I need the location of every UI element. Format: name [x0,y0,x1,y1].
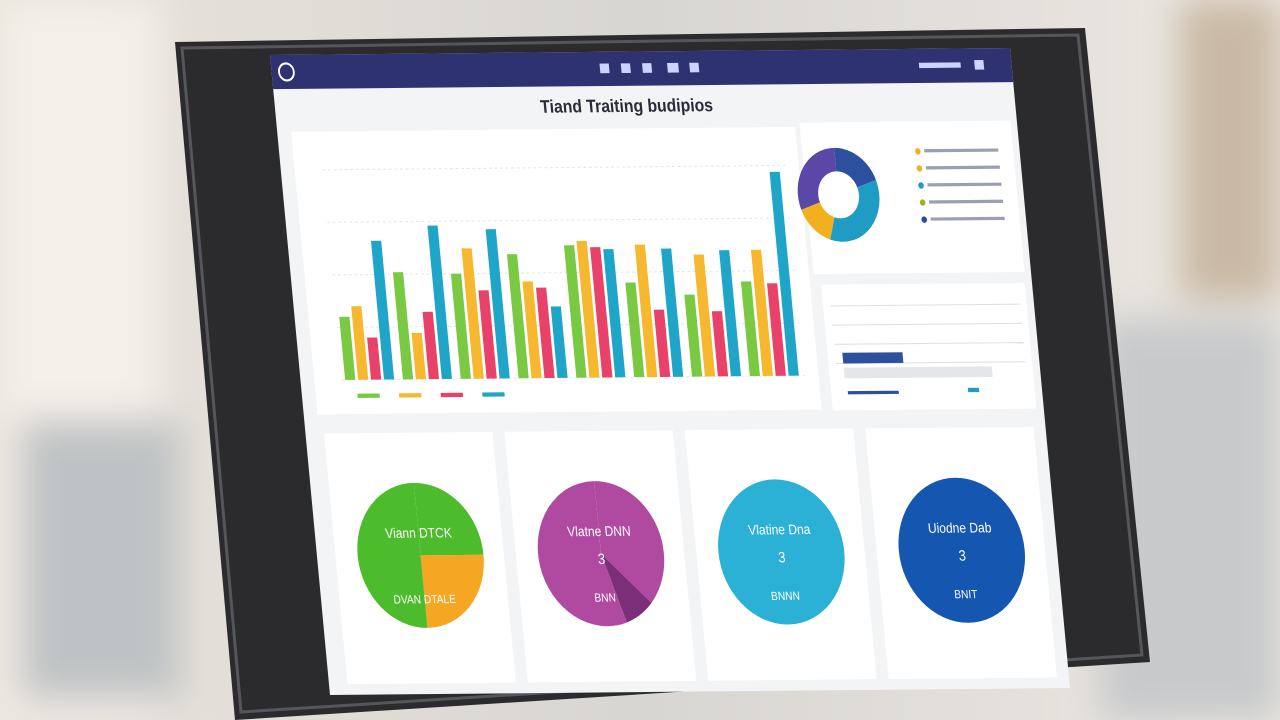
bar [485,229,510,379]
table-highlight [842,352,904,364]
table-panel [821,282,1037,411]
bar [535,287,555,379]
table-progress [967,387,980,393]
card-title: Viann DTCK [384,525,452,542]
pie-slice [357,482,428,628]
card-footer: DVAN DTALE [393,593,457,606]
donut-panel [799,120,1025,275]
header-bar [270,47,1014,90]
bar [427,225,452,380]
bar [590,247,613,378]
bar [661,248,684,377]
pie-slice [801,202,835,240]
pie-slice [594,481,665,603]
bar [769,171,799,376]
pie-slice [830,179,880,242]
legend-swatch [482,392,505,397]
card-title: Vlatne DNN [566,523,631,540]
bar [563,245,587,378]
nav-icon[interactable] [974,59,985,70]
bar [478,290,497,379]
bar [693,254,716,377]
bar [506,254,529,379]
bar [422,311,440,380]
table-row [843,366,993,379]
card-value: 3 [958,547,967,564]
bar [411,332,427,380]
bar [719,250,742,377]
bar [367,337,382,380]
nav-icon[interactable] [689,62,700,73]
bar [339,316,356,380]
pie-slice [537,481,627,627]
screen: Tiand Traiting budipios Viann DTCK DVAN D… [270,47,1071,696]
bar [740,281,760,377]
bar [576,240,600,378]
card-value: 3 [597,550,606,567]
nav-icon[interactable] [620,63,631,74]
pie-slice [420,554,484,628]
card-value: 3 [777,548,786,565]
grid-line [322,164,785,171]
bar [634,244,658,378]
donut-legend [915,148,1005,223]
legend-swatch [357,393,380,398]
bar [392,272,414,380]
bar [653,309,671,377]
bar [461,248,484,379]
dashboard-title: Tiand Traiting budipios [539,95,713,117]
nav-icon[interactable] [667,62,680,73]
grid-line [332,269,795,276]
pie-slice [600,553,652,623]
card-circle [898,477,1025,623]
bezel-edge [180,33,1144,714]
bar [750,249,773,376]
bar [370,240,395,380]
nav-icon[interactable] [642,63,653,73]
card-footer: BNNN [771,590,801,603]
bar [625,282,645,378]
bar [603,249,626,378]
bar [450,273,471,379]
bar [767,283,786,376]
grid-line [327,217,790,223]
nav-icons [599,59,985,74]
card-title: Vlatine Dna [747,521,811,538]
legend-swatch [440,392,464,398]
card-footer: BNIT [954,588,979,601]
card-circle [718,479,845,625]
card-footer: BNN [594,592,617,605]
card-title: Uiodne Dab [927,519,992,536]
bar [522,281,542,379]
pie-slice [797,147,837,210]
logo[interactable] [278,62,295,82]
bar [684,294,703,377]
bar [550,306,568,378]
table-progress [847,390,899,395]
bar [711,311,729,377]
nav-icon[interactable] [599,63,610,74]
nav-icon[interactable] [918,62,961,69]
pie-slice [413,482,484,556]
pie-slice [834,147,876,188]
bar [351,306,369,380]
legend-swatch [398,393,422,398]
